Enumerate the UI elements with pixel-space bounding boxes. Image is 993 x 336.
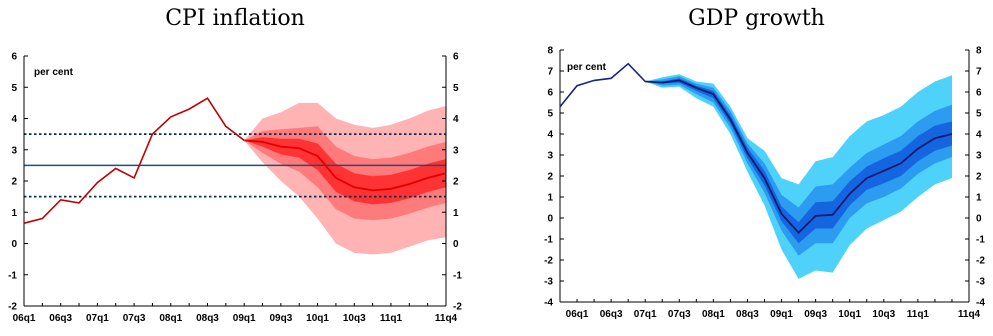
cpi-ytick-label-left: 5 xyxy=(11,83,17,94)
gdp-chart-panel: GDP growth -4 -4 -3 -3 -2 -2 -1 -1 0 0 1 1 2 2 3 3 4 4 5 5 6… xyxy=(520,0,993,336)
gdp-ytick-label-left: 8 xyxy=(547,46,553,57)
gdp-xtick-label: 09q1 xyxy=(770,309,793,320)
cpi-ytick-label-left: 3 xyxy=(11,145,17,156)
cpi-ytick-label-left: 4 xyxy=(11,114,17,125)
cpi-chart-title: CPI inflation xyxy=(165,6,305,31)
gdp-ytick-label-left: 6 xyxy=(547,88,553,99)
cpi-xtick-label: 06q1 xyxy=(13,313,36,324)
gdp-xtick-label: 10q3 xyxy=(872,309,895,320)
gdp-history-line xyxy=(559,62,646,108)
cpi-ytick-label-left: 2 xyxy=(11,177,17,188)
gdp-xtick-label: 09q3 xyxy=(804,309,827,320)
cpi-ytick-label-right: 6 xyxy=(453,52,459,63)
cpi-ytick-label-right: -1 xyxy=(453,270,462,281)
cpi-chart-panel: CPI inflation -2 -2 -1 -1 0 0 1 1 2 2 3 3 4 4 5 5 6 6 06q1… xyxy=(0,0,470,336)
gdp-ytick-label-left: -3 xyxy=(544,277,553,288)
cpi-central-projection-line xyxy=(244,139,447,192)
gdp-ytick-label-right: 5 xyxy=(976,109,982,120)
cpi-unit-label: per cent xyxy=(34,67,74,78)
cpi-ytick-label-left: -2 xyxy=(8,302,17,313)
cpi-ytick-label-left: -1 xyxy=(8,270,17,281)
cpi-xtick-label: 08q1 xyxy=(159,313,182,324)
cpi-ytick-label-right: 5 xyxy=(453,83,459,94)
gdp-ytick-label-right: 6 xyxy=(976,88,982,99)
gdp-ytick-label-right: 1 xyxy=(976,193,982,204)
gdp-ytick-label-right: 2 xyxy=(976,172,982,183)
cpi-ytick-label-right: 2 xyxy=(453,177,459,188)
cpi-xtick-label: 07q1 xyxy=(86,313,109,324)
gdp-chart-title: GDP growth xyxy=(688,6,825,31)
cpi-xtick-label: 10q3 xyxy=(343,313,366,324)
cpi-xtick-label: 09q1 xyxy=(233,313,256,324)
gdp-fan-band-outer xyxy=(645,74,952,279)
cpi-xtick-label: 06q3 xyxy=(49,313,72,324)
cpi-chart-svg: -2 -2 -1 -1 0 0 1 1 2 2 3 3 4 4 5 5 6 6 06q1 06q3 07q1 07q3 08… xyxy=(8,52,462,325)
gdp-ytick-label-right: 0 xyxy=(976,214,982,225)
gdp-xtick-label: 08q1 xyxy=(702,309,725,320)
cpi-xtick-label: 11q4 xyxy=(435,313,458,324)
cpi-xtick-label: 11q1 xyxy=(380,313,403,324)
gdp-ytick-label-left: -4 xyxy=(544,298,553,309)
gdp-ytick-label-right: -4 xyxy=(976,298,985,309)
cpi-ytick-label-right: -2 xyxy=(453,302,462,313)
cpi-ytick-label-left: 6 xyxy=(11,52,17,63)
gdp-ytick-label-right: 4 xyxy=(976,130,982,141)
gdp-central-projection-line xyxy=(645,79,953,235)
gdp-ytick-label-right: 3 xyxy=(976,151,982,162)
gdp-xtick-label: 06q1 xyxy=(566,309,589,320)
cpi-xtick-label: 08q3 xyxy=(196,313,219,324)
gdp-ytick-label-left: -2 xyxy=(544,256,553,267)
cpi-history-line xyxy=(23,97,245,224)
gdp-xtick-label: 07q3 xyxy=(668,309,691,320)
cpi-ytick-label-left: 1 xyxy=(11,208,17,219)
gdp-ytick-label-left: 3 xyxy=(547,151,553,162)
gdp-xtick-label: 11q4 xyxy=(958,309,981,320)
gdp-xtick-label: 10q1 xyxy=(838,309,861,320)
gdp-ytick-label-left: 7 xyxy=(547,67,553,78)
gdp-ytick-label-right: 8 xyxy=(976,46,982,57)
gdp-ytick-label-right: -1 xyxy=(976,235,985,246)
gdp-ytick-label-right: -3 xyxy=(976,277,985,288)
cpi-ytick-label-right: 4 xyxy=(453,114,459,125)
cpi-ytick-label-right: 0 xyxy=(453,239,459,250)
cpi-ytick-label-right: 1 xyxy=(453,208,459,219)
cpi-ytick-label-right: 3 xyxy=(453,145,459,156)
gdp-ytick-label-right: -2 xyxy=(976,256,985,267)
gdp-ytick-label-right: 7 xyxy=(976,67,982,78)
gdp-ytick-label-left: 5 xyxy=(547,109,553,120)
cpi-xtick-label: 07q3 xyxy=(123,313,146,324)
gdp-ytick-label-left: -1 xyxy=(544,235,553,246)
gdp-xtick-label: 08q3 xyxy=(736,309,759,320)
gdp-xtick-label: 06q3 xyxy=(600,309,623,320)
gdp-fan-band-inner xyxy=(645,78,952,244)
gdp-ytick-label-left: 2 xyxy=(547,172,553,183)
gdp-unit-label: per cent xyxy=(567,62,607,73)
gdp-ytick-label-left: 0 xyxy=(547,214,553,225)
gdp-chart-svg: -4 -4 -3 -3 -2 -2 -1 -1 0 0 1 1 2 2 3 3 4 4 5 5 6 6 7 7 8 8 06q1 06… xyxy=(544,46,985,321)
cpi-xtick-label: 09q3 xyxy=(269,313,292,324)
gdp-ytick-label-left: 4 xyxy=(547,130,553,141)
gdp-ytick-label-left: 1 xyxy=(547,193,553,204)
gdp-xtick-label: 11q1 xyxy=(907,309,930,320)
gdp-xtick-label: 07q1 xyxy=(634,309,657,320)
cpi-xtick-label: 10q1 xyxy=(306,313,329,324)
cpi-ytick-label-left: 0 xyxy=(11,239,17,250)
